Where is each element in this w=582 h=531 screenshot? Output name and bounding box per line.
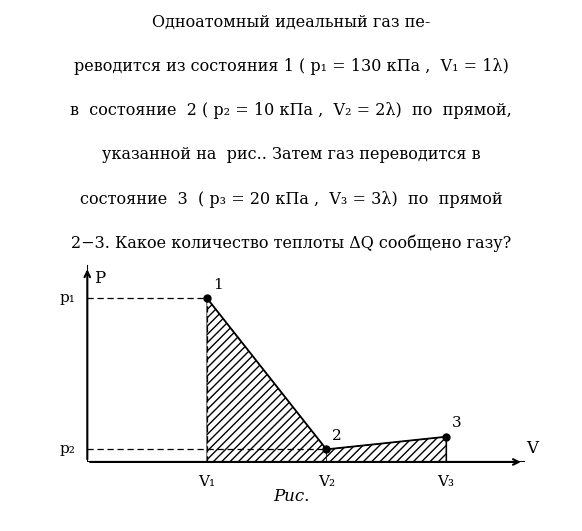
Text: p₁: p₁ <box>59 291 75 305</box>
Text: Рис.: Рис. <box>273 488 309 505</box>
Text: V: V <box>526 440 538 457</box>
Text: P: P <box>94 270 106 287</box>
Text: реводится из состояния 1 ( p₁ = 130 кПа ,  V₁ = 1λ): реводится из состояния 1 ( p₁ = 130 кПа … <box>73 58 509 75</box>
Text: 1: 1 <box>213 278 222 292</box>
Text: V₃: V₃ <box>438 475 455 489</box>
Text: 2−3. Какое количество теплоты ΔQ сообщено газу?: 2−3. Какое количество теплоты ΔQ сообщен… <box>71 235 511 252</box>
Text: p₂: p₂ <box>59 442 75 456</box>
Text: V₂: V₂ <box>318 475 335 489</box>
Text: в  состояние  2 ( p₂ = 10 кПа ,  V₂ = 2λ)  по  прямой,: в состояние 2 ( p₂ = 10 кПа , V₂ = 2λ) п… <box>70 102 512 119</box>
Text: указанной на  рис.. Затем газ переводится в: указанной на рис.. Затем газ переводится… <box>102 147 480 164</box>
Text: состояние  3  ( p₃ = 20 кПа ,  V₃ = 3λ)  по  прямой: состояние 3 ( p₃ = 20 кПа , V₃ = 3λ) по … <box>80 191 502 208</box>
Text: 3: 3 <box>452 416 462 431</box>
Text: 2: 2 <box>332 429 342 443</box>
Text: Одноатомный идеальный газ пе-: Одноатомный идеальный газ пе- <box>152 14 430 31</box>
Text: V₁: V₁ <box>198 475 215 489</box>
